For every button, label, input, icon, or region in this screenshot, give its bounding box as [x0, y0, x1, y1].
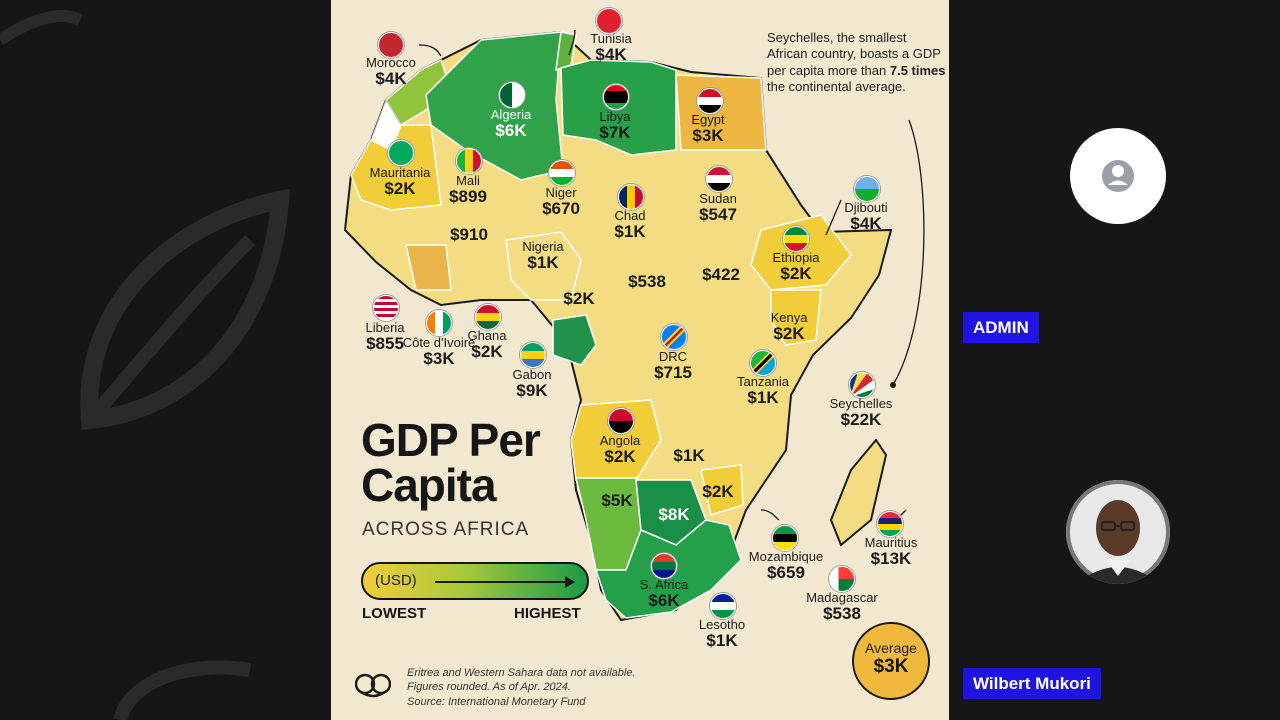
- angola-flag-icon: [608, 408, 634, 434]
- madagascar-flag-icon: [829, 566, 855, 592]
- label-tanzania: Tanzania $1K: [736, 374, 790, 407]
- ethiopia-flag-icon: [783, 226, 809, 252]
- map-value: $1K: [673, 446, 705, 465]
- label-kenya: Kenya $2K: [770, 310, 808, 343]
- region-mauritania: [350, 124, 442, 211]
- label-djibouti: Djibouti $4K: [844, 200, 888, 233]
- label-drc: DRC $715: [654, 349, 692, 382]
- arrow-head-icon: [565, 576, 575, 588]
- label-mali: Mali $899: [449, 173, 487, 206]
- label-madagascar: Madagascar $538: [806, 590, 878, 623]
- label-angola: Angola $2K: [599, 433, 641, 466]
- label-egypt: Egypt $3K: [691, 112, 725, 145]
- libya-flag-icon: [603, 84, 629, 110]
- region-gabon: [552, 314, 597, 366]
- chad-flag-icon: [618, 184, 644, 210]
- footnote: Eritrea and Western Sahara data not avai…: [407, 667, 636, 708]
- label-cote-divoire: Côte d'Ivoire $3K: [402, 335, 476, 368]
- legend-lowest: LOWEST: [362, 605, 427, 622]
- region-nigeria: [505, 231, 582, 301]
- region-madagascar: [829, 438, 888, 547]
- map-value: $910: [450, 225, 488, 244]
- label-mauritius: Mauritius $13K: [864, 535, 918, 568]
- admin-avatar: [1070, 128, 1166, 224]
- label-seychelles: Seychelles $22K: [829, 396, 893, 429]
- label-sudan: Sudan $547: [699, 191, 737, 224]
- brand-logo-icon: [355, 673, 391, 698]
- egypt-flag-icon: [697, 88, 723, 114]
- map-value: $8K: [658, 505, 690, 524]
- background-leaf-decoration: [0, 10, 290, 720]
- label-nigeria: Nigeria $1K: [522, 239, 564, 272]
- label-mozambique: Mozambique $659: [748, 549, 824, 582]
- average-badge: Average $3K: [852, 622, 930, 700]
- label-tunisia: Tunisia $4K: [590, 31, 632, 64]
- seychelles-note: Seychelles, the smallest African country…: [767, 30, 946, 94]
- person-placeholder-icon: [1102, 160, 1134, 192]
- infographic-slide: Tunisia $4K Morocco $4K Algeria $6K Libya $7…: [331, 0, 949, 720]
- label-south-africa: S. Africa $6K: [639, 577, 689, 610]
- mozambique-flag-icon: [772, 525, 798, 551]
- map-value: $5K: [601, 491, 633, 510]
- legend-unit: (USD): [375, 572, 417, 589]
- participant-name-tag: Wilbert Mukori: [963, 668, 1101, 699]
- legend-arrow-icon: [435, 581, 567, 583]
- color-legend: (USD): [361, 562, 589, 600]
- djibouti-flag-icon: [854, 176, 880, 202]
- region-kenya: [770, 289, 822, 346]
- legend-highest: HIGHEST: [514, 605, 581, 622]
- label-mauritania: Mauritania $2K: [369, 165, 431, 198]
- ghana-flag-icon: [475, 304, 501, 330]
- sudan-flag-icon: [706, 166, 732, 192]
- label-chad: Chad $1K: [614, 208, 646, 241]
- label-ghana: Ghana $2K: [467, 328, 507, 361]
- morocco-flag-icon: [378, 32, 404, 58]
- south-africa-flag-icon: [651, 553, 677, 579]
- participant-name-tag: ADMIN: [963, 312, 1039, 343]
- label-algeria: Algeria $6K: [490, 107, 532, 140]
- seychelles-flag-icon: [849, 372, 875, 398]
- niger-flag-icon: [549, 160, 575, 186]
- tunisia-flag-icon: [596, 8, 622, 34]
- label-niger: Niger $670: [542, 185, 580, 218]
- label-lesotho: Lesotho $1K: [698, 617, 746, 650]
- mauritania-flag-icon: [388, 140, 414, 166]
- map-value: $2K: [563, 289, 595, 308]
- label-liberia: Liberia $855: [365, 320, 405, 353]
- map-value: $538: [628, 272, 666, 291]
- mali-flag-icon: [456, 148, 482, 174]
- infographic-subtitle: ACROSS AFRICA: [362, 519, 530, 540]
- region-cote-divoire: [405, 244, 452, 291]
- mauritius-flag-icon: [877, 511, 903, 537]
- map-value: $422: [702, 265, 740, 284]
- liberia-flag-icon: [373, 295, 399, 321]
- africa-map: [343, 29, 925, 622]
- lesotho-flag-icon: [710, 593, 736, 619]
- wilbert-mukori-avatar: [1066, 480, 1170, 584]
- map-value: $2K: [702, 482, 734, 501]
- label-libya: Libya $7K: [599, 109, 631, 142]
- label-gabon: Gabon $9K: [512, 367, 552, 400]
- label-morocco: Morocco $4K: [366, 55, 416, 88]
- cote-divoire-flag-icon: [426, 310, 452, 336]
- algeria-flag-icon: [499, 82, 525, 108]
- infographic-title: GDP Per Capita: [361, 414, 541, 512]
- label-ethiopia: Ethiopia $2K: [772, 250, 820, 283]
- region-zimbabwe: [700, 464, 744, 516]
- drc-flag-icon: [661, 324, 687, 350]
- gabon-flag-icon: [520, 342, 546, 368]
- tanzania-flag-icon: [750, 350, 776, 376]
